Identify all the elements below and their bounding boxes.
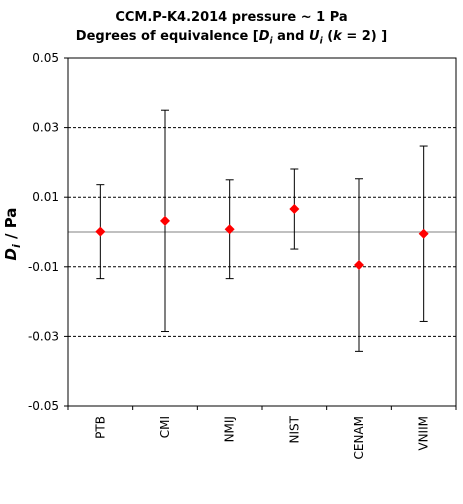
x-label-nist: NIST	[287, 415, 301, 443]
x-label-cenam: CENAM	[352, 416, 366, 460]
y-tick-label-4: -0.03	[28, 329, 59, 343]
y-tick-label-2: 0.01	[32, 190, 59, 204]
marker-nmij	[224, 224, 235, 235]
subtitle-k: k	[333, 29, 342, 44]
marker-ptb	[95, 226, 106, 237]
subtitle-part-4: = 2) ]	[341, 29, 388, 44]
y-tick-label-5: -0.05	[28, 399, 59, 413]
x-label-nmij: NMIJ	[223, 416, 237, 442]
subtitle-part-1: Degrees of equivalence [	[75, 29, 259, 44]
subtitle-part-3: (	[322, 29, 334, 44]
marker-cmi	[160, 215, 170, 226]
y-tick-label-3: -0.01	[28, 260, 59, 274]
marker-nist	[289, 204, 300, 215]
x-label-cmi: CMI	[158, 416, 172, 438]
x-label-vniim: VNIIM	[417, 416, 431, 451]
marker-vniim	[418, 228, 429, 239]
y-tick-label-0: 0.05	[32, 51, 59, 65]
marker-cenam	[354, 260, 364, 271]
chart-subtitle: Degrees of equivalence [Di and Ui (k = 2…	[0, 29, 463, 47]
y-axis-label: Di / Pa	[2, 208, 23, 261]
subtitle-part-2: and	[272, 29, 310, 44]
subtitle-di: Di	[258, 29, 273, 47]
x-label-ptb: PTB	[93, 416, 107, 439]
subtitle-ui: Ui	[309, 29, 323, 47]
chart-title: CCM.P-K4.2014 pressure ~ 1 Pa	[115, 10, 348, 25]
y-tick-label-1: 0.03	[32, 121, 59, 135]
